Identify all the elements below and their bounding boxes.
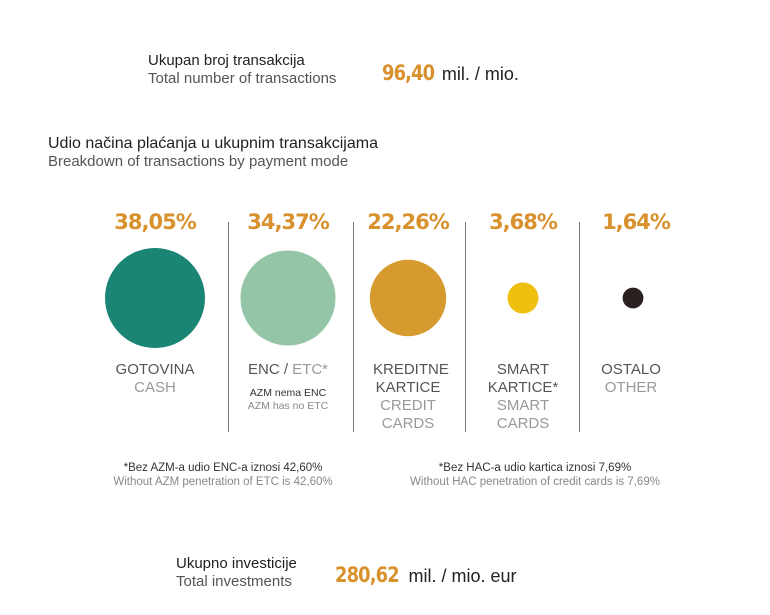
total-investments-block: Ukupno investicije Total investments bbox=[176, 555, 297, 591]
footnote-cards-local: *Bez HAC-a udio kartica iznosi 7,69% bbox=[438, 462, 632, 474]
total-investments-value: 280,62 bbox=[335, 563, 400, 587]
bubble-other bbox=[622, 287, 644, 309]
total-investments-label-en: Total investments bbox=[176, 573, 292, 590]
category-other: OSTALO OTHER bbox=[571, 361, 691, 397]
category-smart-en: SMART CARDS bbox=[496, 397, 550, 432]
total-transactions-unit: mil. / mio. bbox=[441, 64, 519, 84]
category-cash-local: GOTOVINA bbox=[115, 361, 195, 378]
breakdown-title-local: Udio načina plaćanja u ukupnim transakci… bbox=[48, 135, 378, 152]
total-transactions-value-row: 96,40 mil. / mio. bbox=[382, 61, 519, 85]
total-investments-value-row: 280,62 mil. / mio. eur bbox=[335, 563, 517, 587]
total-investments-unit: mil. / mio. eur bbox=[408, 566, 517, 586]
category-credit: KREDITNE KARTICE CREDIT CARDS bbox=[348, 361, 468, 433]
footnote-cards: *Bez HAC-a udio kartica iznosi 7,69% Wit… bbox=[385, 461, 685, 489]
total-transactions-block: Ukupan broj transakcija Total number of … bbox=[148, 52, 336, 88]
breakdown-heading: Udio načina plaćanja u ukupnim transakci… bbox=[48, 134, 378, 171]
pct-label-smart: 3,68% bbox=[489, 210, 558, 234]
category-enc-note-local: AZM nema ENC bbox=[249, 387, 327, 399]
pct-label-cash: 38,05% bbox=[114, 210, 196, 234]
bubble-smart bbox=[507, 282, 539, 314]
category-smart: SMART KARTICE* SMART CARDS bbox=[463, 361, 583, 433]
total-investments-label-local: Ukupno investicije bbox=[176, 555, 297, 572]
category-other-local: OSTALO bbox=[601, 361, 661, 378]
bubble-credit bbox=[369, 259, 447, 337]
divider-3 bbox=[465, 222, 466, 432]
category-credit-en: CREDIT CARDS bbox=[380, 397, 436, 432]
footnote-enc-en: Without AZM penetration of ETC is 42,60% bbox=[113, 476, 333, 488]
category-enc-note-en: AZM has no ETC bbox=[247, 400, 329, 412]
bubble-cash bbox=[105, 248, 205, 348]
bubble-enc bbox=[240, 250, 336, 346]
footnote-enc: *Bez AZM-a udio ENC-a iznosi 42,60% With… bbox=[88, 461, 358, 489]
total-transactions-value: 96,40 bbox=[382, 61, 435, 85]
category-enc-note: AZM nema ENC AZM has no ETC bbox=[228, 387, 348, 413]
category-enc: ENC / ETC* AZM nema ENC AZM has no ETC bbox=[228, 361, 348, 413]
total-transactions-label-local: Ukupan broj transakcija bbox=[148, 52, 305, 69]
category-enc-local: ENC / bbox=[247, 361, 288, 378]
category-enc-en: ETC* bbox=[292, 361, 329, 378]
footnote-enc-local: *Bez AZM-a udio ENC-a iznosi 42,60% bbox=[123, 462, 323, 474]
category-smart-local: SMART KARTICE* bbox=[487, 361, 559, 396]
category-cash-en: CASH bbox=[134, 379, 176, 396]
divider-1 bbox=[228, 222, 229, 432]
pct-label-credit: 22,26% bbox=[367, 210, 449, 234]
category-other-en: OTHER bbox=[604, 379, 658, 396]
divider-2 bbox=[353, 222, 354, 432]
footnote-cards-en: Without HAC penetration of credit cards … bbox=[410, 476, 660, 488]
total-transactions-label-en: Total number of transactions bbox=[148, 70, 337, 87]
category-cash: GOTOVINA CASH bbox=[95, 361, 215, 397]
divider-4 bbox=[579, 222, 580, 432]
category-enc-label: ENC / ETC* bbox=[228, 361, 348, 379]
pct-label-other: 1,64% bbox=[602, 210, 671, 234]
category-credit-local: KREDITNE KARTICE bbox=[373, 361, 449, 396]
pct-label-enc: 34,37% bbox=[247, 210, 329, 234]
breakdown-title-en: Breakdown of transactions by payment mod… bbox=[48, 153, 349, 170]
